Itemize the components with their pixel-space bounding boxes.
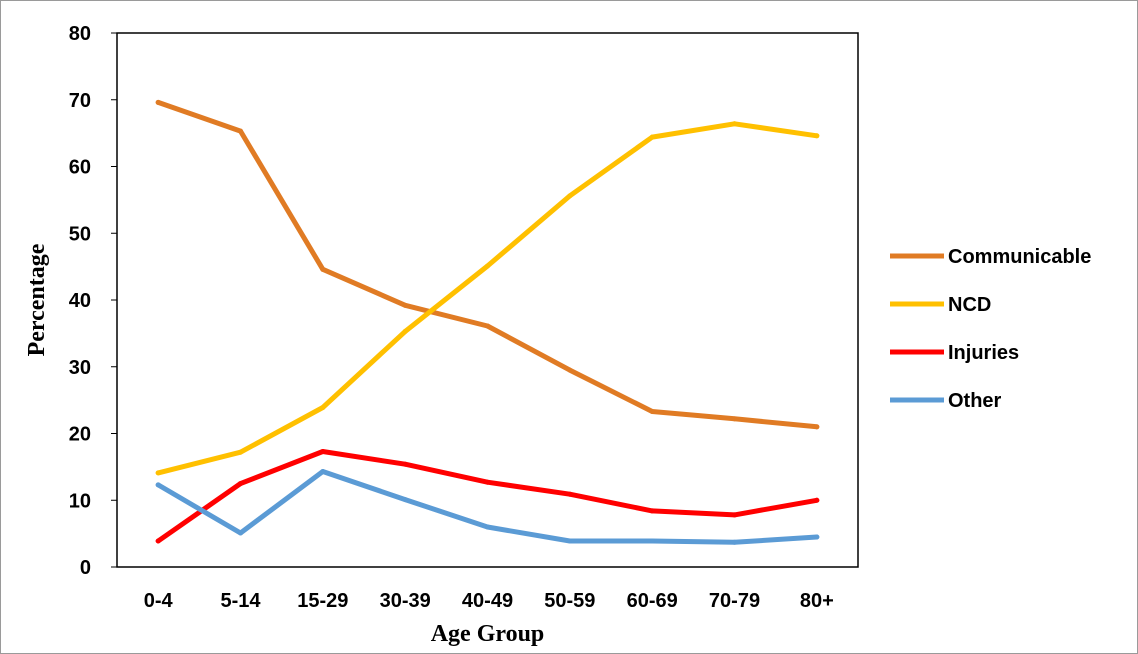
x-tick-label: 70-79 [709,590,760,612]
legend-label: Communicable [948,246,1091,268]
data-point-communicable [649,408,655,414]
data-point-communicable [567,367,573,373]
x-tick-label: 5-14 [220,590,261,612]
data-point-other [814,534,820,540]
series-lines [155,99,820,545]
data-point-other [567,538,573,544]
y-tick-label: 70 [69,90,91,112]
y-axis-ticks: 0 10 20 30 40 50 60 70 80 [69,23,117,579]
y-tick-label: 20 [69,424,91,446]
data-point-ncd [485,263,490,269]
x-tick-label: 80+ [800,590,834,612]
y-tick-label: 50 [69,223,91,245]
y-tick-label: 40 [69,290,91,312]
data-point-ncd [732,121,737,127]
data-point-other [402,497,408,503]
data-point-other [649,538,655,544]
series-line-ncd [155,121,820,476]
data-point-communicable [238,128,243,134]
data-point-other [732,539,737,545]
data-point-ncd [402,328,408,334]
y-axis-title: Percentage [24,243,50,356]
data-point-communicable [155,99,161,105]
legend: Communicable NCD Injuries Other [890,246,1091,412]
data-point-other [320,469,326,475]
data-point-communicable [320,266,326,272]
data-point-injuries [567,491,573,497]
x-tick-label: 60-69 [627,590,678,612]
data-point-ncd [320,404,326,410]
plot-area [116,32,859,568]
legend-label: Injuries [948,342,1019,364]
x-axis-title: Age Group [431,621,545,647]
legend-label: Other [948,390,1002,412]
data-point-injuries [320,449,326,455]
data-point-injuries [732,512,737,518]
data-point-injuries [238,481,243,487]
x-tick-label: 40-49 [462,590,513,612]
data-point-injuries [814,497,820,503]
x-tick-label: 15-29 [297,590,348,612]
y-tick-label: 0 [80,557,91,579]
y-tick-label: 10 [69,490,91,512]
data-point-other [155,482,161,488]
x-tick-label: 30-39 [380,590,431,612]
x-axis-ticks: 0-4 5-14 15-29 30-39 40-49 50-59 60-69 70-79 80+ [144,590,834,612]
data-point-communicable [485,323,490,329]
data-point-other [485,524,490,530]
data-point-other [238,530,243,536]
data-point-injuries [155,538,161,544]
data-point-ncd [814,133,820,139]
y-tick-label: 60 [69,157,91,179]
data-point-ncd [567,193,573,199]
y-tick-label: 30 [69,357,91,379]
y-tick-label: 80 [69,23,91,45]
data-point-ncd [649,134,655,140]
x-tick-label: 50-59 [544,590,595,612]
legend-label: NCD [948,294,991,316]
data-point-ncd [155,470,161,476]
data-point-injuries [402,461,408,467]
x-tick-label: 0-4 [144,590,174,612]
data-point-communicable [732,416,737,422]
data-point-injuries [649,508,655,514]
data-point-injuries [485,479,490,485]
data-point-communicable [402,302,408,308]
data-point-communicable [814,424,820,430]
data-point-ncd [238,449,243,455]
